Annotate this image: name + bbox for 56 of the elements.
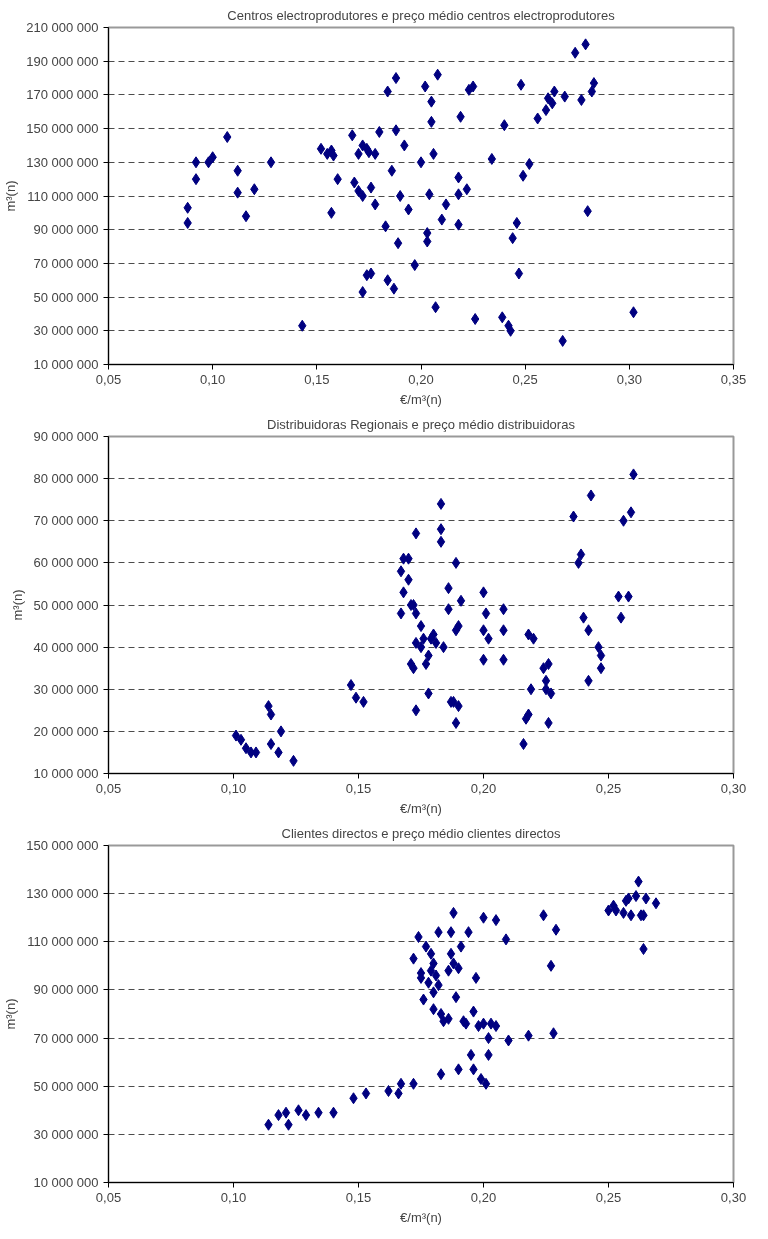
y-tick-label: 40 000 000 (33, 639, 99, 655)
x-tick-label: 0,15 (304, 371, 330, 387)
x-tick-label: 0,30 (616, 371, 642, 387)
y-axis-title: m³(n) (3, 998, 19, 1030)
y-tick-label: 150 000 000 (26, 121, 99, 137)
y-tick-label: 70 000 000 (33, 1030, 99, 1046)
x-tick-label: 0,05 (95, 1189, 122, 1205)
x-tick-label: 0,05 (95, 780, 122, 796)
y-tick-label: 170 000 000 (26, 87, 99, 103)
y-tick-label: 30 000 000 (33, 323, 99, 339)
x-tick-label: 0,30 (720, 1189, 747, 1205)
chart-title: Centros electroprodutores e preço médio centros electroprodutores (227, 7, 616, 23)
y-tick-label: 70 000 000 (33, 513, 99, 529)
y-tick-label: 80 000 000 (33, 471, 99, 487)
y-tick-label: 10 000 000 (33, 357, 99, 372)
y-tick-label: 30 000 000 (33, 681, 99, 697)
y-tick-label: 150 000 000 (26, 838, 99, 853)
x-axis-title: €/m³(n) (400, 800, 442, 816)
y-axis-title: m³(n) (3, 180, 19, 212)
y-tick-label: 70 000 000 (33, 255, 99, 271)
y-tick-label: 190 000 000 (26, 53, 99, 69)
x-axis-title: €/m³(n) (400, 391, 442, 407)
y-tick-label: 10 000 000 (33, 766, 99, 781)
x-tick-label: 0,15 (345, 780, 372, 796)
x-tick-label: 0,25 (512, 371, 538, 387)
y-tick-label: 90 000 000 (33, 429, 99, 444)
x-tick-label: 0,20 (470, 1189, 497, 1205)
x-tick-label: 0,05 (95, 371, 122, 387)
x-tick-label: 0,10 (220, 780, 247, 796)
y-tick-label: 30 000 000 (33, 1126, 99, 1142)
chart-title: Distribuidoras Regionais e preço médio distribuidoras (267, 416, 576, 432)
y-tick-label: 50 000 000 (33, 1078, 99, 1094)
y-tick-label: 50 000 000 (33, 597, 99, 613)
x-tick-label: 0,25 (595, 780, 622, 796)
y-axis-title: m³(n) (10, 589, 26, 621)
y-tick-label: 130 000 000 (26, 154, 99, 170)
x-tick-label: 0,30 (720, 780, 747, 796)
x-tick-label: 0,20 (408, 371, 434, 387)
y-tick-label: 90 000 000 (33, 982, 99, 998)
y-tick-label: 10 000 000 (33, 1175, 99, 1190)
x-tick-label: 0,35 (720, 371, 747, 387)
y-tick-label: 60 000 000 (33, 555, 99, 571)
chart-title: Clientes directos e preço médio clientes directos (281, 825, 561, 841)
x-tick-label: 0,15 (345, 1189, 372, 1205)
x-tick-label: 0,25 (595, 1189, 622, 1205)
x-axis-title: €/m³(n) (400, 1209, 442, 1225)
x-tick-label: 0,10 (200, 371, 226, 387)
x-tick-label: 0,20 (470, 780, 497, 796)
x-tick-label: 0,10 (220, 1189, 247, 1205)
y-tick-label: 90 000 000 (33, 222, 99, 238)
y-tick-label: 20 000 000 (33, 723, 99, 739)
y-tick-label: 130 000 000 (26, 886, 99, 902)
y-tick-label: 210 000 000 (26, 20, 99, 35)
y-tick-label: 110 000 000 (27, 934, 99, 950)
y-tick-label: 50 000 000 (33, 289, 99, 305)
y-tick-label: 110 000 000 (27, 188, 99, 204)
